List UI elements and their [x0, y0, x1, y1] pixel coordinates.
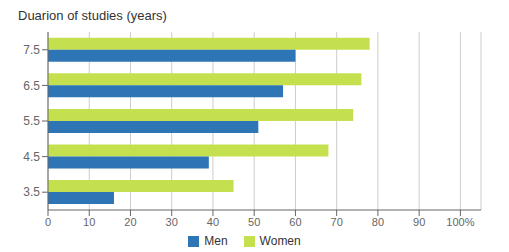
html-text:Men: Men: [204, 234, 228, 248]
svg-text:80: 80: [372, 216, 384, 228]
svg-text:90: 90: [413, 216, 425, 228]
svg-text:10: 10: [83, 216, 95, 228]
svg-text:0: 0: [45, 216, 51, 228]
html-text:Women: Women: [259, 234, 301, 248]
svg-text:50: 50: [248, 216, 260, 228]
svg-text:20: 20: [124, 216, 136, 228]
html-text:Duarion of studies (years): Duarion of studies (years): [18, 8, 167, 23]
svg-text:6.5: 6.5: [23, 79, 40, 93]
svg-text:3.5: 3.5: [23, 185, 40, 199]
svg-text:5.5: 5.5: [23, 114, 40, 128]
svg-text:30: 30: [166, 216, 178, 228]
svg-text:100%: 100%: [446, 216, 474, 228]
svg-text:70: 70: [331, 216, 343, 228]
svg-text:4.5: 4.5: [23, 150, 40, 164]
svg-text:40: 40: [207, 216, 219, 228]
svg-text:7.5: 7.5: [23, 43, 40, 57]
svg-text:60: 60: [289, 216, 301, 228]
